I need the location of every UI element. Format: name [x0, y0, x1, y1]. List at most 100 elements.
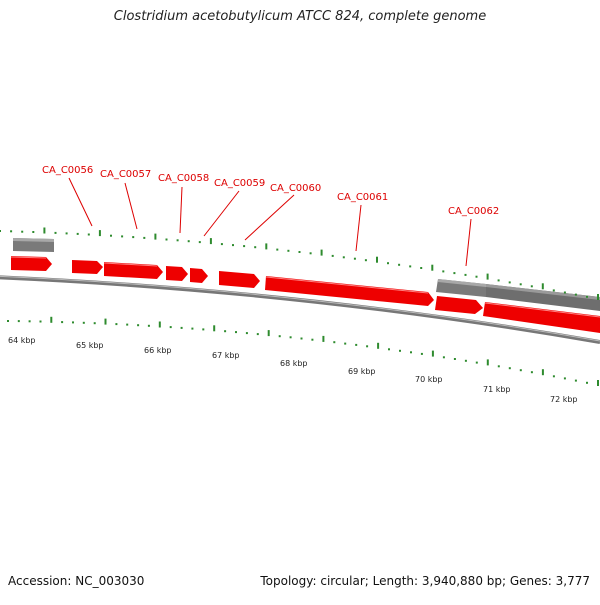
gc-tick	[300, 337, 303, 340]
gc-tick	[72, 321, 74, 324]
gc-tick	[519, 369, 522, 372]
gene-arrow[interactable]	[190, 268, 208, 283]
scale-label: 69 kbp	[348, 367, 376, 376]
gc-tick	[574, 293, 577, 296]
gc-tick	[333, 341, 336, 344]
leader-line	[179, 186, 183, 234]
gene-arrow[interactable]	[11, 256, 52, 271]
reverse-gene[interactable]	[438, 279, 486, 287]
gc-tick	[497, 279, 500, 282]
gene-arrow[interactable]	[219, 271, 260, 288]
gc-tick	[420, 352, 423, 355]
gene-arrow-highlight	[484, 302, 600, 318]
gc-tick	[232, 244, 234, 247]
gene-label[interactable]: CA_C0056	[42, 165, 93, 176]
gc-tick	[191, 327, 194, 330]
gc-tick	[254, 246, 257, 249]
scale-label: 67 kbp	[212, 351, 240, 360]
gene-label[interactable]: CA_C0062	[448, 206, 499, 217]
gc-content-track-top	[0, 227, 599, 300]
gc-tick	[366, 345, 369, 348]
gc-tick	[202, 328, 205, 331]
scale-label: 71 kbp	[483, 385, 511, 394]
gc-tick	[563, 377, 566, 380]
gene-arrow[interactable]	[265, 276, 434, 306]
leader-line	[124, 182, 138, 230]
gene-label[interactable]: CA_C0060	[270, 183, 321, 194]
gc-tick	[198, 241, 201, 244]
gene-arrow-highlight	[103, 262, 158, 267]
gc-tick	[541, 369, 544, 376]
gene-label[interactable]: CA_C0058	[158, 173, 209, 184]
gc-tick	[87, 233, 90, 236]
leader-line	[355, 204, 362, 252]
gene-arrow[interactable]	[435, 296, 483, 314]
gc-tick	[147, 324, 150, 327]
leader-line	[244, 194, 295, 241]
leader-line	[203, 190, 240, 237]
gc-tick	[256, 333, 259, 336]
gc-tick	[165, 238, 168, 241]
accession-text: Accession: NC_003030	[8, 574, 145, 588]
gc-tick	[475, 361, 478, 364]
gc-tick	[442, 270, 445, 273]
gc-tick	[597, 294, 599, 300]
gc-tick	[17, 320, 20, 323]
gene-label[interactable]: CA_C0061	[337, 192, 388, 203]
gene-label[interactable]: CA_C0057	[100, 169, 151, 180]
gc-tick	[563, 291, 566, 294]
gc-tick	[344, 342, 347, 345]
gc-tick	[154, 233, 157, 240]
gc-tick	[82, 321, 85, 324]
gc-tick	[180, 326, 183, 329]
gc-tick	[442, 356, 445, 359]
gc-tick	[224, 330, 227, 333]
gc-tick	[399, 349, 401, 352]
gene-label[interactable]: CA_C0059	[214, 178, 265, 189]
gc-tick	[143, 236, 146, 239]
leader-line	[68, 177, 93, 227]
gc-tick	[355, 343, 358, 346]
gc-tick	[10, 230, 13, 233]
gc-tick	[388, 348, 390, 351]
gene-arrow[interactable]	[104, 262, 163, 279]
gc-tick	[377, 342, 380, 349]
gc-tick	[278, 335, 281, 338]
gc-tick	[464, 273, 467, 276]
gene-arrow[interactable]	[166, 266, 188, 281]
gc-tick	[475, 275, 478, 278]
gc-tick	[98, 230, 101, 237]
gc-tick	[243, 245, 246, 248]
gc-tick	[7, 320, 9, 322]
gc-tick	[76, 232, 79, 235]
scale-label: 64 kbp	[8, 336, 36, 345]
gene-arrow[interactable]	[72, 260, 103, 274]
reverse-gene[interactable]	[486, 284, 600, 311]
gc-tick	[420, 267, 423, 269]
gc-tick	[453, 358, 456, 360]
gc-tick	[552, 289, 555, 292]
reverse-gene[interactable]	[13, 238, 54, 242]
gene-arrow[interactable]	[483, 302, 600, 333]
scale-label: 68 kbp	[280, 359, 308, 368]
gc-tick	[431, 350, 434, 357]
reverse-gene[interactable]	[486, 284, 600, 300]
gene-arrow-highlight	[10, 256, 47, 259]
gc-tick	[104, 318, 107, 325]
scale-labels: 64 kbp 65 kbp 66 kbp 67 kbp 68 kbp 69 kb…	[8, 336, 578, 404]
gc-tick	[353, 257, 356, 260]
chromosome-backbone-highlight	[0, 275, 600, 342]
gc-tick	[552, 375, 555, 378]
gc-tick	[508, 281, 511, 284]
gc-tick	[586, 381, 588, 384]
gc-tick	[265, 243, 268, 250]
scale-label: 72 kbp	[550, 395, 578, 404]
gc-tick	[541, 283, 544, 290]
gc-tick	[0, 230, 1, 232]
gc-tick	[43, 227, 46, 234]
gc-tick	[519, 283, 522, 286]
gc-tick	[169, 326, 172, 329]
gc-tick	[486, 273, 489, 280]
gc-tick	[530, 371, 533, 374]
